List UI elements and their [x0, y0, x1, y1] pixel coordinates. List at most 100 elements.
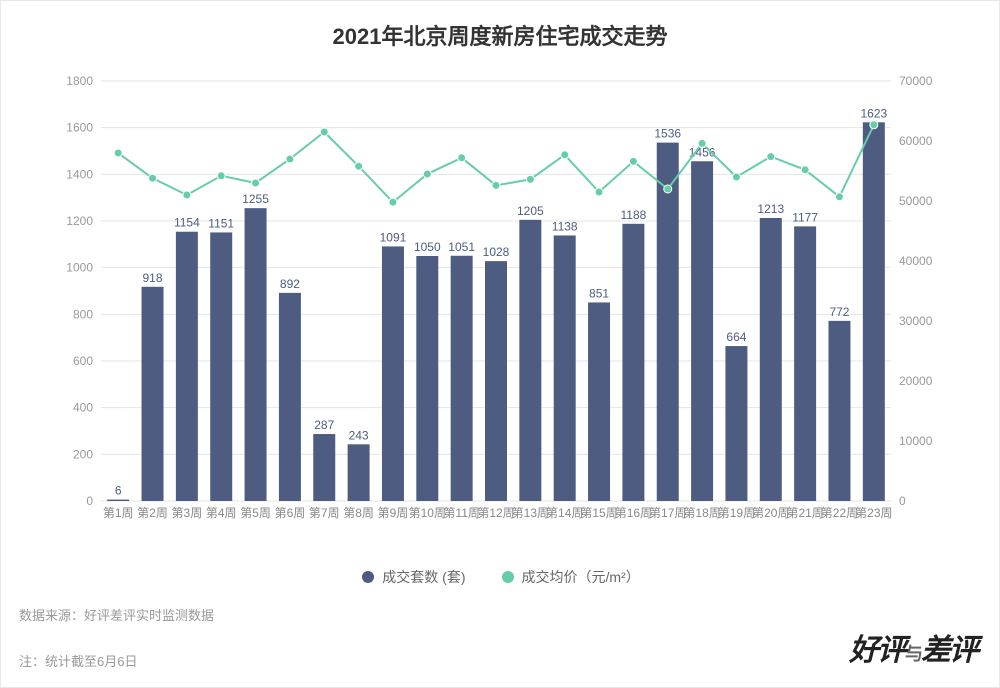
svg-text:1028: 1028 [483, 245, 510, 259]
bar [210, 232, 232, 501]
bar [279, 293, 301, 501]
price-dot [389, 198, 397, 206]
price-dot [183, 191, 191, 199]
bar [382, 246, 404, 501]
logo-left: 好评 [849, 634, 905, 667]
price-dot [664, 185, 672, 193]
svg-text:第11周: 第11周 [443, 506, 479, 520]
svg-text:第3周: 第3周 [172, 506, 203, 520]
price-dot [286, 155, 294, 163]
svg-text:1050: 1050 [414, 240, 441, 254]
svg-text:1177: 1177 [792, 210, 818, 224]
logo-right: 差评 [921, 634, 977, 667]
bar [828, 321, 850, 501]
price-dot [355, 162, 363, 170]
bar [691, 161, 713, 501]
chart-plot: 0200400600800100012001400160018000100002… [61, 71, 941, 541]
svg-text:40000: 40000 [899, 254, 933, 268]
bar [107, 500, 129, 501]
svg-text:第8周: 第8周 [343, 506, 374, 520]
svg-text:第18周: 第18周 [683, 506, 720, 520]
svg-text:第21周: 第21周 [786, 506, 823, 520]
svg-text:第13周: 第13周 [512, 506, 549, 520]
svg-text:1200: 1200 [66, 214, 93, 228]
svg-text:1051: 1051 [448, 240, 475, 254]
svg-text:772: 772 [829, 305, 849, 319]
svg-text:第10周: 第10周 [409, 506, 446, 520]
bar [588, 302, 610, 501]
svg-text:243: 243 [349, 428, 369, 442]
svg-text:800: 800 [73, 307, 93, 321]
svg-text:第19周: 第19周 [718, 506, 755, 520]
price-dot [801, 166, 809, 174]
svg-text:1154: 1154 [174, 216, 200, 230]
bar [622, 224, 644, 501]
legend-dot [362, 571, 374, 583]
svg-text:918: 918 [143, 271, 163, 285]
bar [176, 232, 198, 501]
svg-text:第23周: 第23周 [855, 506, 892, 520]
svg-text:20000: 20000 [899, 374, 933, 388]
legend-label: 成交套数 (套) [382, 567, 465, 587]
svg-text:1138: 1138 [552, 219, 578, 233]
svg-text:60000: 60000 [899, 134, 933, 148]
price-dot [870, 121, 878, 129]
chart-title: 2021年北京周度新房住宅成交走势 [1, 1, 999, 51]
price-dot [423, 170, 431, 178]
svg-text:1188: 1188 [620, 208, 646, 222]
svg-text:1623: 1623 [860, 106, 887, 120]
price-dot [698, 139, 706, 147]
svg-text:50000: 50000 [899, 194, 933, 208]
bar [863, 122, 885, 501]
price-dot [217, 172, 225, 180]
bar [554, 235, 576, 501]
svg-text:1800: 1800 [66, 74, 93, 88]
price-dot [561, 151, 569, 159]
price-dot [767, 153, 775, 161]
legend-item: 成交套数 (套) [362, 567, 465, 587]
logo-amp: 与 [905, 644, 921, 664]
svg-text:第6周: 第6周 [275, 506, 306, 520]
legend-label: 成交均价（元/m²） [522, 567, 640, 587]
svg-text:30000: 30000 [899, 314, 933, 328]
deadline-note: 注：统计截至6月6日 [19, 651, 137, 670]
bar [760, 218, 782, 501]
svg-text:1205: 1205 [517, 204, 544, 218]
price-dot [629, 157, 637, 165]
svg-text:0: 0 [86, 494, 93, 508]
bar [725, 346, 747, 501]
svg-text:第1周: 第1周 [103, 506, 134, 520]
svg-text:第15周: 第15周 [580, 506, 617, 520]
price-dot [320, 128, 328, 136]
price-dot [732, 173, 740, 181]
bar [142, 287, 164, 501]
bar [519, 220, 541, 501]
svg-text:0: 0 [899, 494, 906, 508]
svg-text:第12周: 第12周 [477, 506, 514, 520]
bar [657, 143, 679, 501]
svg-text:892: 892 [280, 277, 300, 291]
svg-text:第4周: 第4周 [206, 506, 237, 520]
price-dot [149, 174, 157, 182]
svg-text:1400: 1400 [66, 167, 93, 181]
svg-text:287: 287 [314, 418, 334, 432]
svg-text:第20周: 第20周 [752, 506, 789, 520]
svg-text:600: 600 [73, 354, 93, 368]
bar [794, 226, 816, 501]
legend-item: 成交均价（元/m²） [502, 567, 640, 587]
svg-text:1600: 1600 [66, 121, 93, 135]
bar [451, 256, 473, 501]
svg-text:第2周: 第2周 [137, 506, 168, 520]
source-note: 数据来源：好评差评实时监测数据 [19, 605, 214, 624]
chart-legend: 成交套数 (套) 成交均价（元/m²） [1, 567, 1000, 587]
bar [313, 434, 335, 501]
svg-text:200: 200 [73, 447, 93, 461]
svg-text:10000: 10000 [899, 434, 933, 448]
legend-dot [502, 571, 514, 583]
chart-container: 2021年北京周度新房住宅成交走势 0200400600800100012001… [0, 0, 1000, 688]
price-dot [526, 175, 534, 183]
price-dot [252, 179, 260, 187]
svg-text:1000: 1000 [66, 261, 93, 275]
price-dot [595, 188, 603, 196]
bar [485, 261, 507, 501]
